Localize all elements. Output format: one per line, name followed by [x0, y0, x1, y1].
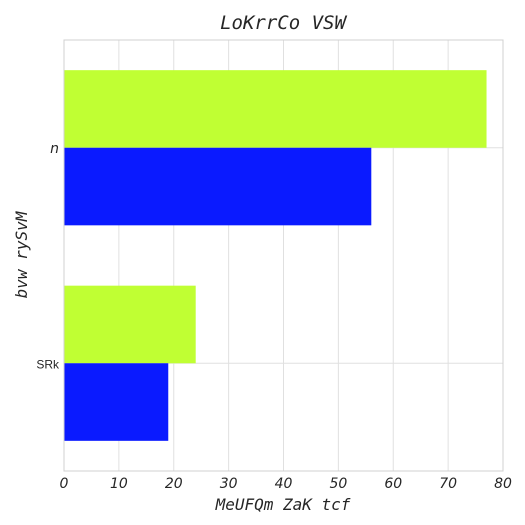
bars — [64, 70, 487, 441]
bar — [64, 70, 487, 148]
x-tick-label: 60 — [384, 476, 402, 492]
x-tick-label: 50 — [329, 476, 347, 492]
x-axis-label: MeUFQm ZaK tcf — [215, 495, 351, 514]
x-tick-label: 70 — [439, 476, 457, 492]
x-tick-label: 0 — [60, 476, 69, 492]
x-axis-ticks: 0 10 20 30 40 50 60 70 80 — [60, 476, 512, 492]
plot-area — [63, 39, 504, 472]
y-axis-label: bvw rySvM — [12, 210, 31, 298]
x-tick-label: 30 — [220, 476, 238, 492]
chart-title: LoKrrCo VSW — [220, 12, 347, 34]
y-axis-ticks: n SRk — [36, 141, 60, 372]
x-tick-label: 40 — [275, 476, 293, 492]
y-tick-label: SRk — [36, 357, 60, 371]
x-tick-label: 10 — [110, 476, 128, 492]
y-tick-label: n — [50, 141, 59, 157]
bar — [64, 285, 196, 364]
x-tick-label: 20 — [165, 476, 183, 492]
x-tick-label: 80 — [494, 476, 512, 492]
bar — [64, 147, 372, 226]
bar — [64, 363, 169, 441]
